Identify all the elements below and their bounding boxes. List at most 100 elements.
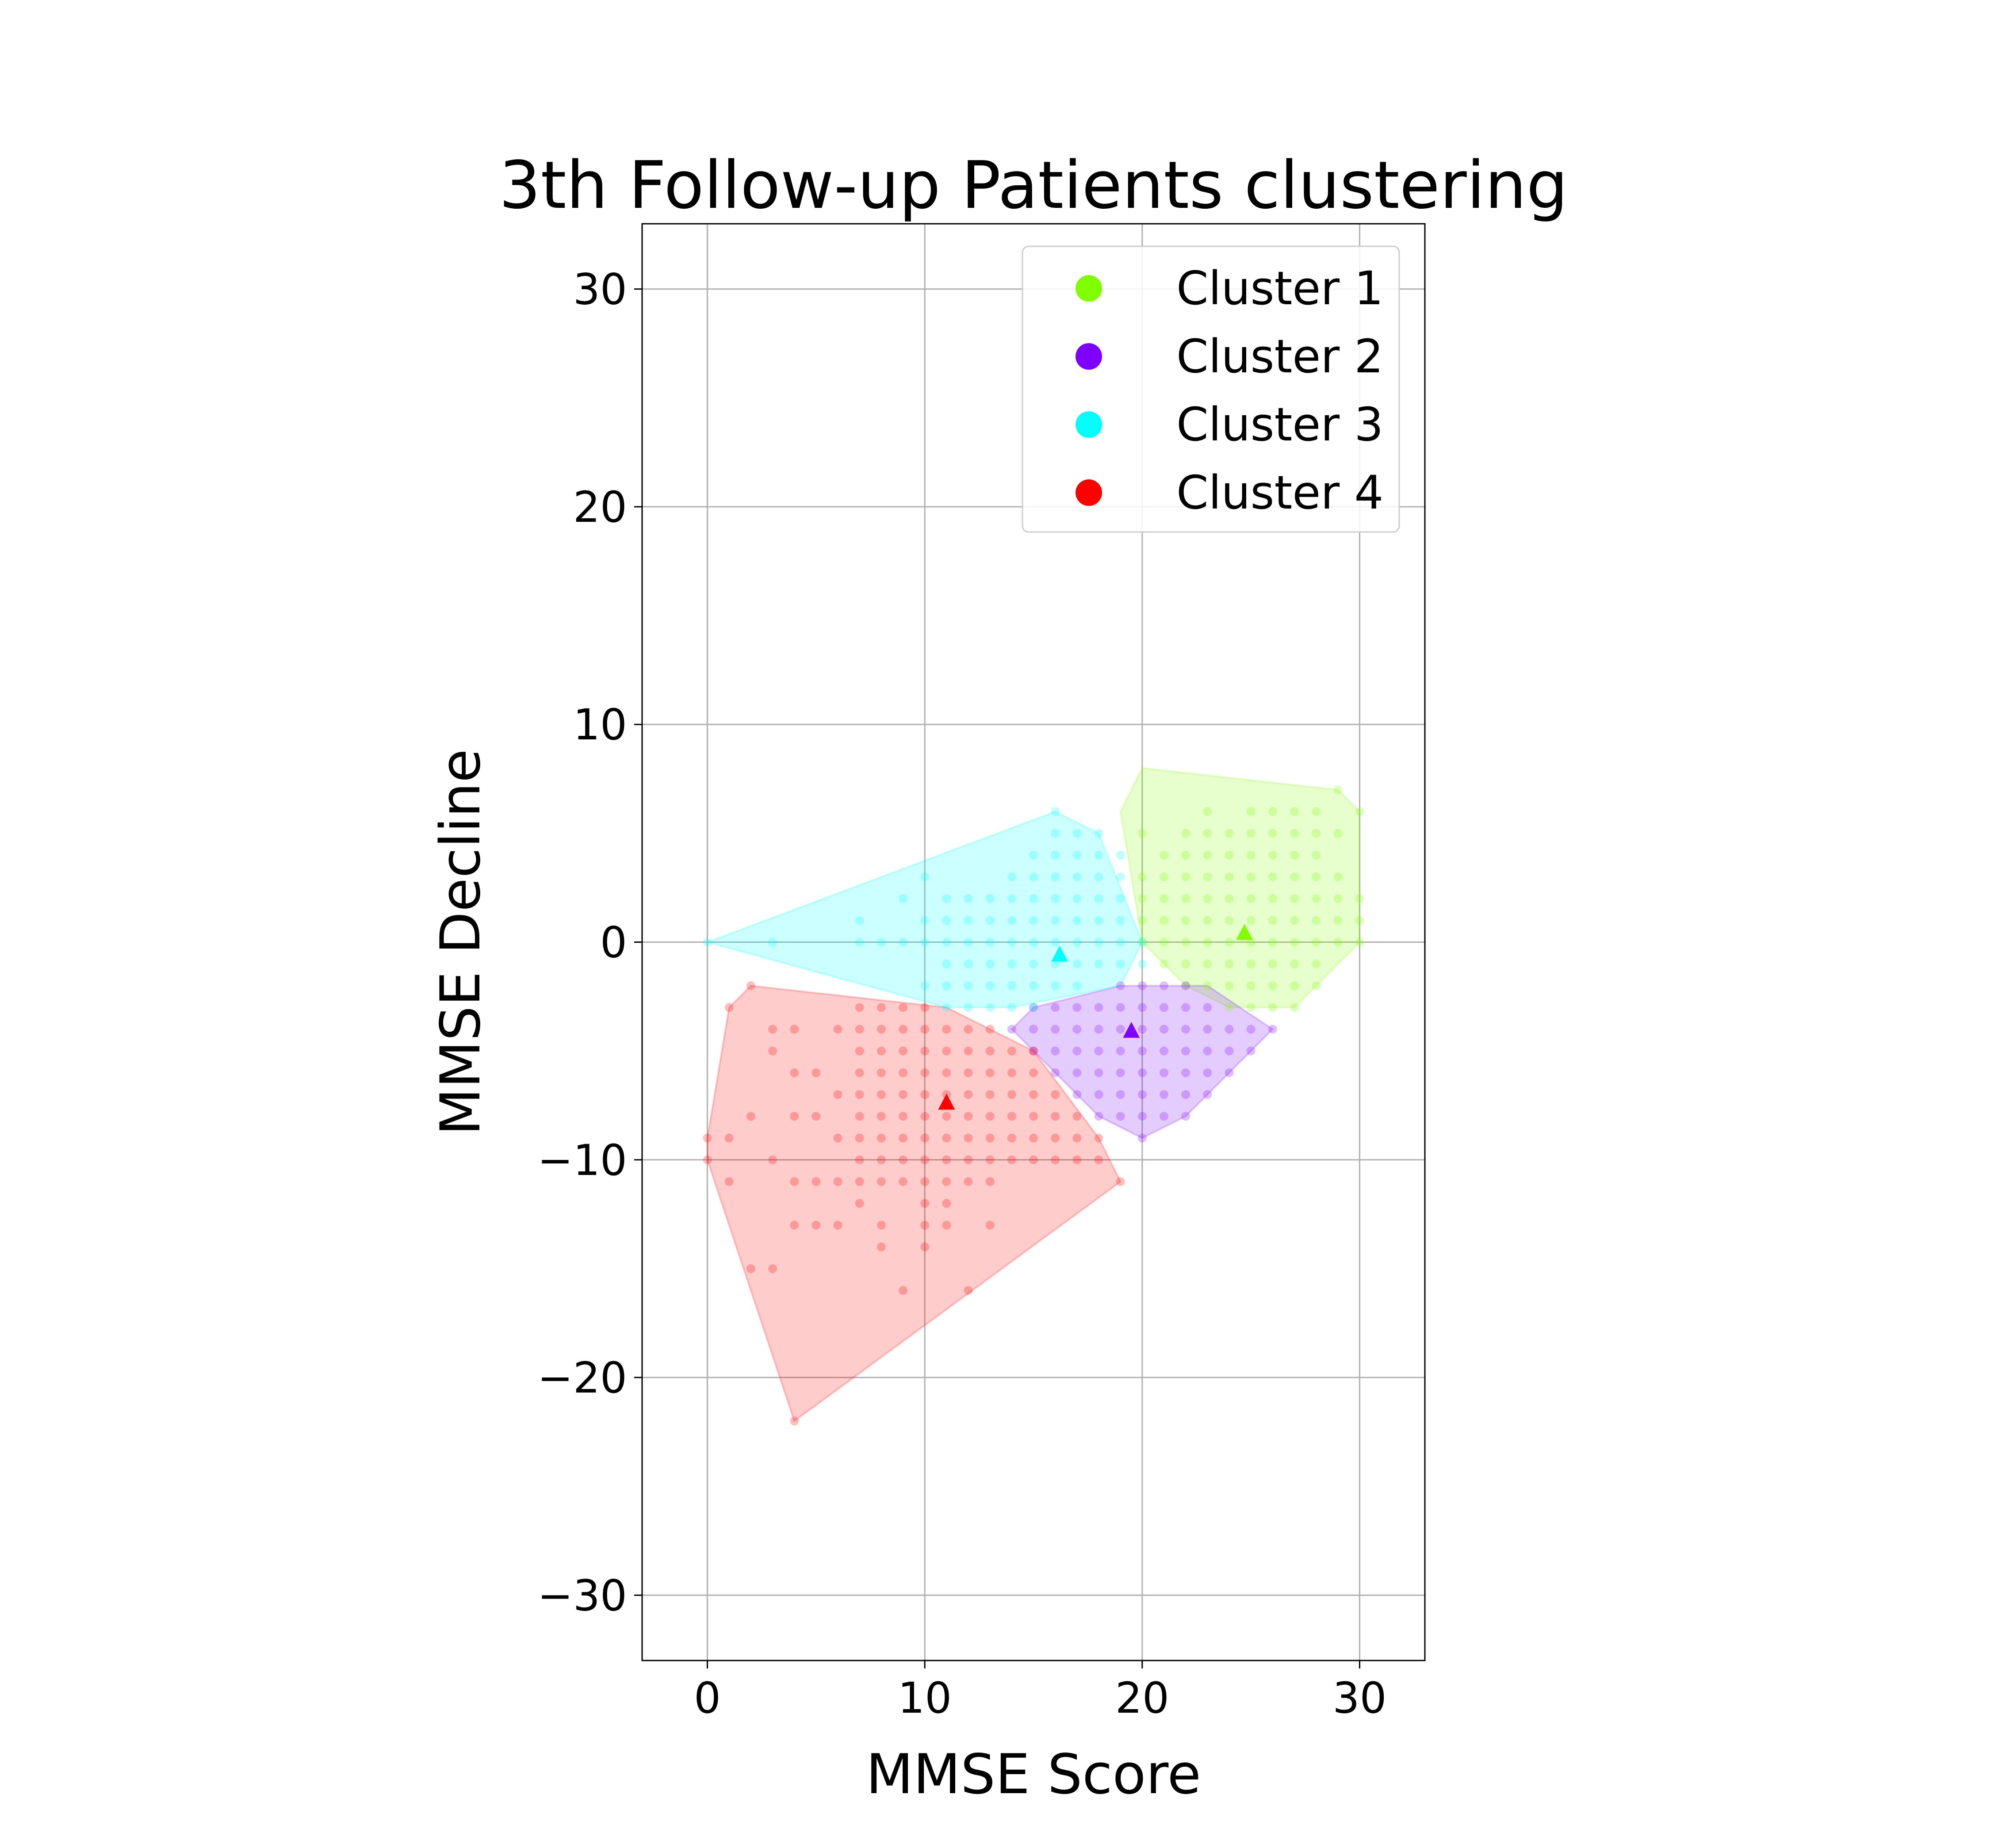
cluster-1-point xyxy=(1333,894,1343,903)
cluster-1-point xyxy=(1312,872,1321,881)
cluster-4-point xyxy=(899,1046,907,1056)
cluster-3-point xyxy=(1094,872,1103,881)
cluster-1-hull xyxy=(1119,767,1361,1009)
cluster-2-point xyxy=(1160,1025,1168,1034)
cluster-2-point xyxy=(1116,1112,1125,1121)
cluster-1-point xyxy=(1203,981,1212,990)
cluster-3-point xyxy=(1029,959,1038,968)
cluster-3-point xyxy=(964,894,973,903)
cluster-1-point xyxy=(1203,829,1212,838)
cluster-1-point xyxy=(1312,937,1321,947)
cluster-4-point xyxy=(877,1068,886,1077)
cluster-2-point xyxy=(1203,1068,1212,1077)
cluster-4-point xyxy=(855,1177,864,1186)
cluster-2-point xyxy=(1116,981,1125,990)
cluster-1-point xyxy=(1312,829,1321,838)
cluster-1-point xyxy=(1181,981,1190,990)
cluster-1-point xyxy=(1268,872,1277,881)
cluster-3-centroid xyxy=(1051,945,1068,962)
cluster-1-point xyxy=(1355,894,1364,903)
y-tick-label: −30 xyxy=(537,1571,627,1620)
cluster-4-point xyxy=(768,1046,777,1056)
cluster-4-point xyxy=(964,1286,973,1295)
cluster-1-point xyxy=(1160,894,1168,903)
cluster-1-point xyxy=(1225,894,1234,903)
cluster-4-point xyxy=(985,1068,995,1077)
cluster-4-point xyxy=(899,1177,907,1186)
cluster-2-point xyxy=(1116,1090,1125,1099)
cluster-3-point xyxy=(1094,916,1103,925)
cluster-2-hull xyxy=(1010,984,1274,1139)
cluster-4-point xyxy=(855,1025,864,1034)
cluster-1-point xyxy=(1290,981,1299,990)
cluster-2-point xyxy=(1051,1046,1060,1056)
cluster-3-point xyxy=(703,937,712,947)
cluster-1-point xyxy=(1160,959,1168,968)
cluster-1-point xyxy=(1225,872,1234,881)
cluster-3-point xyxy=(1094,937,1103,947)
cluster-2-point xyxy=(1094,1003,1103,1012)
cluster-3-point xyxy=(1051,807,1060,816)
cluster-4-point xyxy=(985,1221,995,1230)
cluster-1-point xyxy=(1225,981,1234,990)
cluster-1-point xyxy=(1246,872,1255,881)
cluster-3-point xyxy=(1116,850,1125,860)
cluster-1-point xyxy=(1160,872,1168,881)
cluster-1-point xyxy=(1290,959,1299,968)
cluster-4-point xyxy=(899,1090,907,1099)
cluster-1-point xyxy=(1246,894,1255,903)
cluster-3-point xyxy=(1051,959,1060,968)
cluster-3-point xyxy=(920,916,930,925)
cluster-3-point xyxy=(1094,829,1103,838)
cluster-1-point xyxy=(1333,916,1343,925)
cluster-4-point xyxy=(964,1090,973,1099)
cluster-3-point xyxy=(964,981,973,990)
y-tick-label: −20 xyxy=(537,1353,627,1403)
cluster-1-point xyxy=(1268,981,1277,990)
cluster-3-point xyxy=(1072,916,1082,925)
cluster-2-point xyxy=(1160,1046,1168,1056)
cluster-3-point xyxy=(1051,872,1060,881)
cluster-2-point xyxy=(1029,1025,1038,1034)
cluster-4-point xyxy=(833,1177,842,1186)
cluster-4-point xyxy=(1094,1155,1103,1164)
cluster-2-point xyxy=(1160,981,1168,990)
cluster-1-point xyxy=(1160,937,1168,947)
cluster-3-point xyxy=(1007,1003,1016,1012)
cluster-2-point xyxy=(1137,1133,1147,1143)
cluster-4-point xyxy=(920,1242,930,1251)
cluster-4-point xyxy=(811,1068,821,1077)
axis-ticks: 0 10 20 30 −30 −20 −10 0 10 20 30 xyxy=(537,265,1386,1723)
cluster-1-point xyxy=(1268,829,1277,838)
cluster-2-point xyxy=(1094,1025,1103,1034)
cluster-4-point xyxy=(833,1221,842,1230)
cluster-1-point xyxy=(1268,894,1277,903)
y-tick-label: 20 xyxy=(573,482,627,532)
cluster-4-point xyxy=(920,1046,930,1056)
cluster-1-point xyxy=(1312,850,1321,860)
cluster-3-point xyxy=(1072,937,1082,947)
cluster-2-point xyxy=(1203,1003,1212,1012)
cluster-4-point xyxy=(811,1177,821,1186)
legend-label-cluster-2: Cluster 2 xyxy=(1176,329,1383,383)
x-tick-label: 20 xyxy=(1115,1673,1169,1723)
cluster-4-point xyxy=(1029,1046,1038,1056)
cluster-1-centroid xyxy=(1236,924,1253,940)
cluster-2-point xyxy=(1072,1025,1082,1034)
cluster-3-point xyxy=(1051,981,1060,990)
cluster-4-point xyxy=(855,1199,864,1208)
cluster-3-point xyxy=(1029,916,1038,925)
cluster-3-point xyxy=(920,981,930,990)
cluster-1-point xyxy=(1333,785,1343,794)
cluster-3-point xyxy=(942,916,951,925)
cluster-4-point xyxy=(855,1112,864,1121)
cluster-3-point xyxy=(1116,959,1125,968)
cluster-3-point xyxy=(1116,872,1125,881)
cluster-4-point xyxy=(985,1025,995,1034)
cluster-3-point xyxy=(1116,916,1125,925)
cluster-1-point xyxy=(1137,872,1147,881)
cluster-4-point xyxy=(985,1155,995,1164)
cluster-4-point xyxy=(790,1112,799,1121)
cluster-3-point xyxy=(985,981,995,990)
cluster-2-point xyxy=(1137,981,1147,990)
